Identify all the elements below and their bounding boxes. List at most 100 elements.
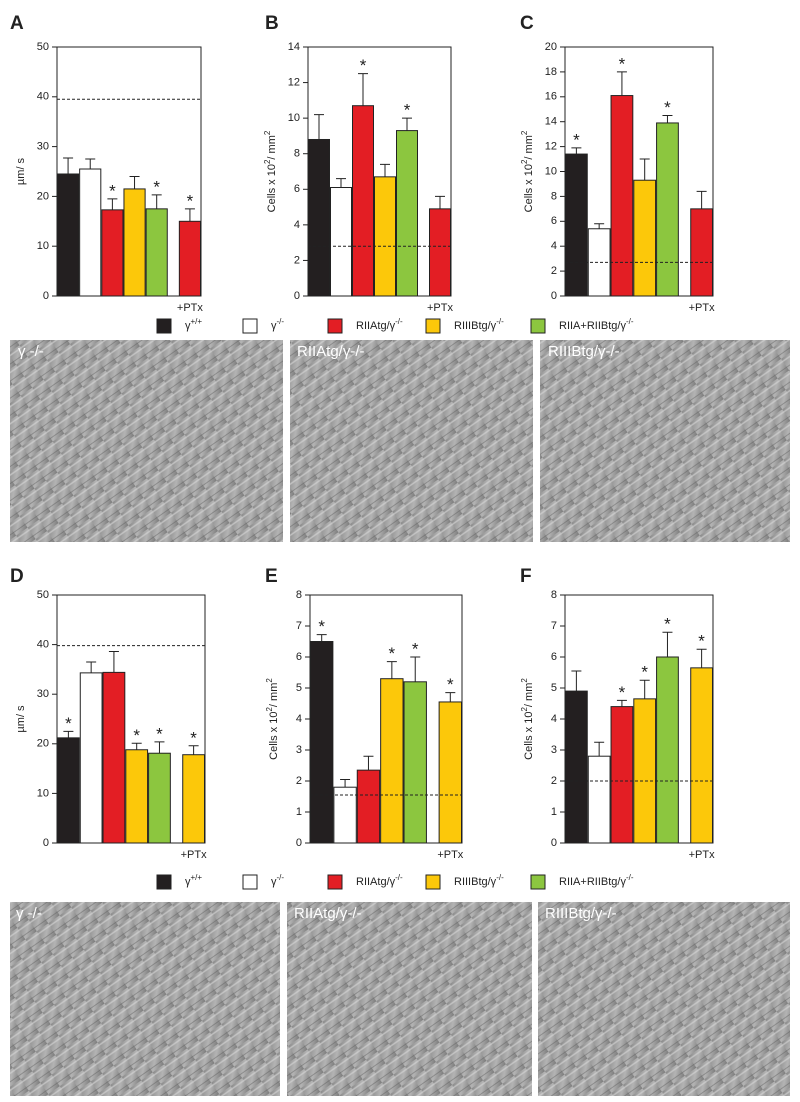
bar (429, 208, 451, 297)
error-bar (131, 742, 142, 750)
error-bar (571, 670, 582, 692)
y-axis-label-part: 2 (520, 678, 529, 683)
significance-star: * (619, 54, 626, 73)
y-axis-label-part: Cells x 10 (266, 164, 278, 212)
y-tick-label: 8 (551, 190, 557, 202)
bar (690, 208, 714, 297)
plot-frame (56, 46, 202, 297)
y-axis-label: µm/ s (15, 705, 27, 733)
y-tick-label: 2 (551, 775, 557, 787)
legend-label-part: γ (185, 320, 191, 332)
significance-star: * (698, 632, 705, 651)
y-tick-label: 10 (37, 787, 49, 799)
error-bar (184, 208, 195, 222)
y-axis-label: Cells x 102/ mm2 (263, 130, 278, 212)
legend-swatch (327, 874, 343, 890)
significance-star: * (65, 714, 72, 733)
y-tick-label: 30 (37, 688, 49, 700)
significance-star: * (360, 56, 367, 75)
legend-label-part: RIIAtg/γ (356, 876, 396, 888)
error-bar (696, 648, 707, 668)
micrograph (10, 340, 283, 542)
bar (57, 737, 80, 844)
y-axis-label-part: 2 (263, 159, 272, 164)
micrograph-label: γ -/- (18, 343, 44, 360)
y-axis-label-part: 2 (520, 130, 529, 135)
micrograph-label: RIIIBtg/γ-/- (545, 905, 617, 922)
micrograph (290, 340, 533, 542)
error-bar (154, 741, 165, 754)
y-axis-label-part: / mm (523, 135, 535, 159)
bar (610, 95, 634, 297)
micrograph-label: γ -/- (16, 905, 42, 922)
bar (356, 769, 381, 844)
bar (102, 671, 126, 844)
legend-label: RIIAtg/γ-/- (356, 317, 403, 332)
y-tick-label: 30 (37, 141, 49, 153)
legend-label-part: -/- (277, 317, 285, 326)
bar (330, 187, 352, 297)
y-tick-label: 20 (545, 41, 557, 53)
panel-letter: E (265, 566, 278, 587)
legend-label: RIIA+RIIBtg/γ-/- (559, 317, 634, 332)
y-axis-label: Cells x 102/ mm2 (520, 130, 535, 212)
significance-star: * (404, 101, 411, 120)
error-bar (594, 223, 605, 229)
error-bar (129, 175, 140, 189)
legend-swatch (156, 874, 172, 890)
y-tick-label: 10 (288, 112, 300, 124)
legend-label-part: -/- (626, 873, 634, 882)
bar (610, 706, 634, 844)
error-bar (336, 178, 346, 188)
bar (79, 168, 102, 297)
legend-label: RIIIBtg/γ-/- (454, 317, 504, 332)
plot-frame (56, 594, 206, 844)
y-tick-label: 4 (296, 713, 302, 725)
bar (145, 208, 168, 297)
significance-star: * (447, 675, 454, 694)
legend-label: γ-/- (271, 317, 284, 332)
panel-letter: A (10, 13, 24, 34)
y-axis-label-part: Cells x 10 (268, 712, 280, 760)
micrograph (538, 902, 790, 1096)
panel-letter: B (265, 13, 279, 34)
y-tick-label: 6 (294, 183, 300, 195)
bar (690, 667, 714, 844)
legend-label-part: γ (185, 876, 191, 888)
y-tick-label: 14 (288, 41, 300, 53)
y-tick-label: 5 (296, 682, 302, 694)
y-tick-label: 6 (551, 215, 557, 227)
legend-label-part: -/- (496, 317, 504, 326)
y-tick-label: 1 (551, 806, 557, 818)
bar (633, 698, 657, 844)
y-tick-label: 0 (294, 290, 300, 302)
legend-label-part: RIIA+RIIBtg/γ (559, 320, 626, 332)
y-tick-label: 3 (296, 744, 302, 756)
error-bar (594, 741, 605, 757)
bar (438, 701, 463, 844)
error-bar (363, 755, 374, 771)
error-bar (188, 745, 199, 755)
bar (79, 672, 103, 844)
significance-star: * (412, 639, 419, 658)
y-tick-label: 0 (296, 837, 302, 849)
x-category-label: +PTx (689, 849, 715, 861)
y-tick-label: 7 (296, 620, 302, 632)
error-bar (662, 631, 673, 657)
y-axis-label-part: / mm (523, 683, 535, 707)
y-axis-label: Cells x 102/ mm2 (265, 678, 280, 760)
bar (587, 755, 611, 844)
y-axis-label-part: 2 (265, 707, 274, 712)
bar (396, 130, 418, 297)
legend-label-part: RIIAtg/γ (356, 320, 396, 332)
micrograph (10, 902, 280, 1096)
x-category-label: +PTx (177, 302, 203, 314)
y-tick-label: 50 (37, 589, 49, 601)
plot-frame (307, 46, 452, 297)
y-tick-label: 2 (551, 265, 557, 277)
panel-letter: C (520, 13, 534, 34)
y-tick-label: 50 (37, 41, 49, 53)
error-bar (402, 117, 412, 131)
y-axis-label-part: / mm (268, 683, 280, 707)
legend-label: RIIIBtg/γ-/- (454, 873, 504, 888)
